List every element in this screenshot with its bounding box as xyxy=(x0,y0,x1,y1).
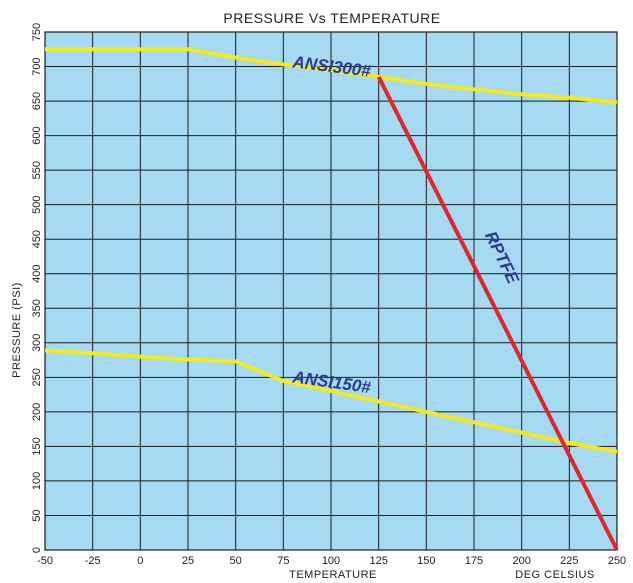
series-lines xyxy=(44,47,619,551)
y-tick-label: 350 xyxy=(31,299,43,317)
y-tick-label: 0 xyxy=(31,547,43,553)
y-tick-label: 550 xyxy=(31,161,43,179)
x-tick-label: 100 xyxy=(322,555,340,567)
series-line-ansi150 xyxy=(44,348,618,454)
y-tick-label: 600 xyxy=(31,126,43,144)
x-tick-label: 25 xyxy=(182,555,194,567)
chart-title: PRESSURE Vs TEMPERATURE xyxy=(223,10,440,26)
x-tick-label: 175 xyxy=(465,555,483,567)
y-axis-label: PRESSURE (PSI) xyxy=(11,282,23,378)
y-tick-label: 400 xyxy=(31,265,43,283)
y-tick-label: 500 xyxy=(31,195,43,213)
y-tick-label: 300 xyxy=(31,334,43,352)
y-tick-label: 150 xyxy=(31,437,43,455)
y-tick-label: 250 xyxy=(31,368,43,386)
x-tick-label: 50 xyxy=(230,555,242,567)
x-tick-label: 200 xyxy=(512,555,530,567)
y-tick-label: 50 xyxy=(31,509,43,521)
x-tick-label: -50 xyxy=(37,555,53,567)
y-tick-label: 650 xyxy=(31,92,43,110)
y-tick-label: 450 xyxy=(31,230,43,248)
series-line-ansi300 xyxy=(45,47,618,105)
x-tick-label: 250 xyxy=(608,555,626,567)
x-tick-label: 75 xyxy=(277,555,289,567)
tick-labels: -50 -25 0 25 50 75 100 125 150 175 200 225 250 0 50 100… xyxy=(31,23,626,567)
y-tick-label: 750 xyxy=(31,23,43,41)
x-tick-label: -25 xyxy=(85,555,101,567)
x-tick-label: 0 xyxy=(137,555,143,567)
x-tick-label: 225 xyxy=(560,555,578,567)
x-tick-label: 125 xyxy=(369,555,387,567)
plot-frame xyxy=(44,31,618,551)
x-axis-label: TEMPERATURE xyxy=(289,569,377,581)
y-tick-label: 200 xyxy=(31,403,43,421)
series-line-rptfe xyxy=(376,76,619,551)
y-tick-label: 100 xyxy=(31,472,43,490)
y-tick-label: 700 xyxy=(31,57,43,75)
grid-lines xyxy=(44,31,618,551)
x-tick-label: 150 xyxy=(417,555,435,567)
x-unit-label: DEG CELSIUS xyxy=(515,569,594,581)
